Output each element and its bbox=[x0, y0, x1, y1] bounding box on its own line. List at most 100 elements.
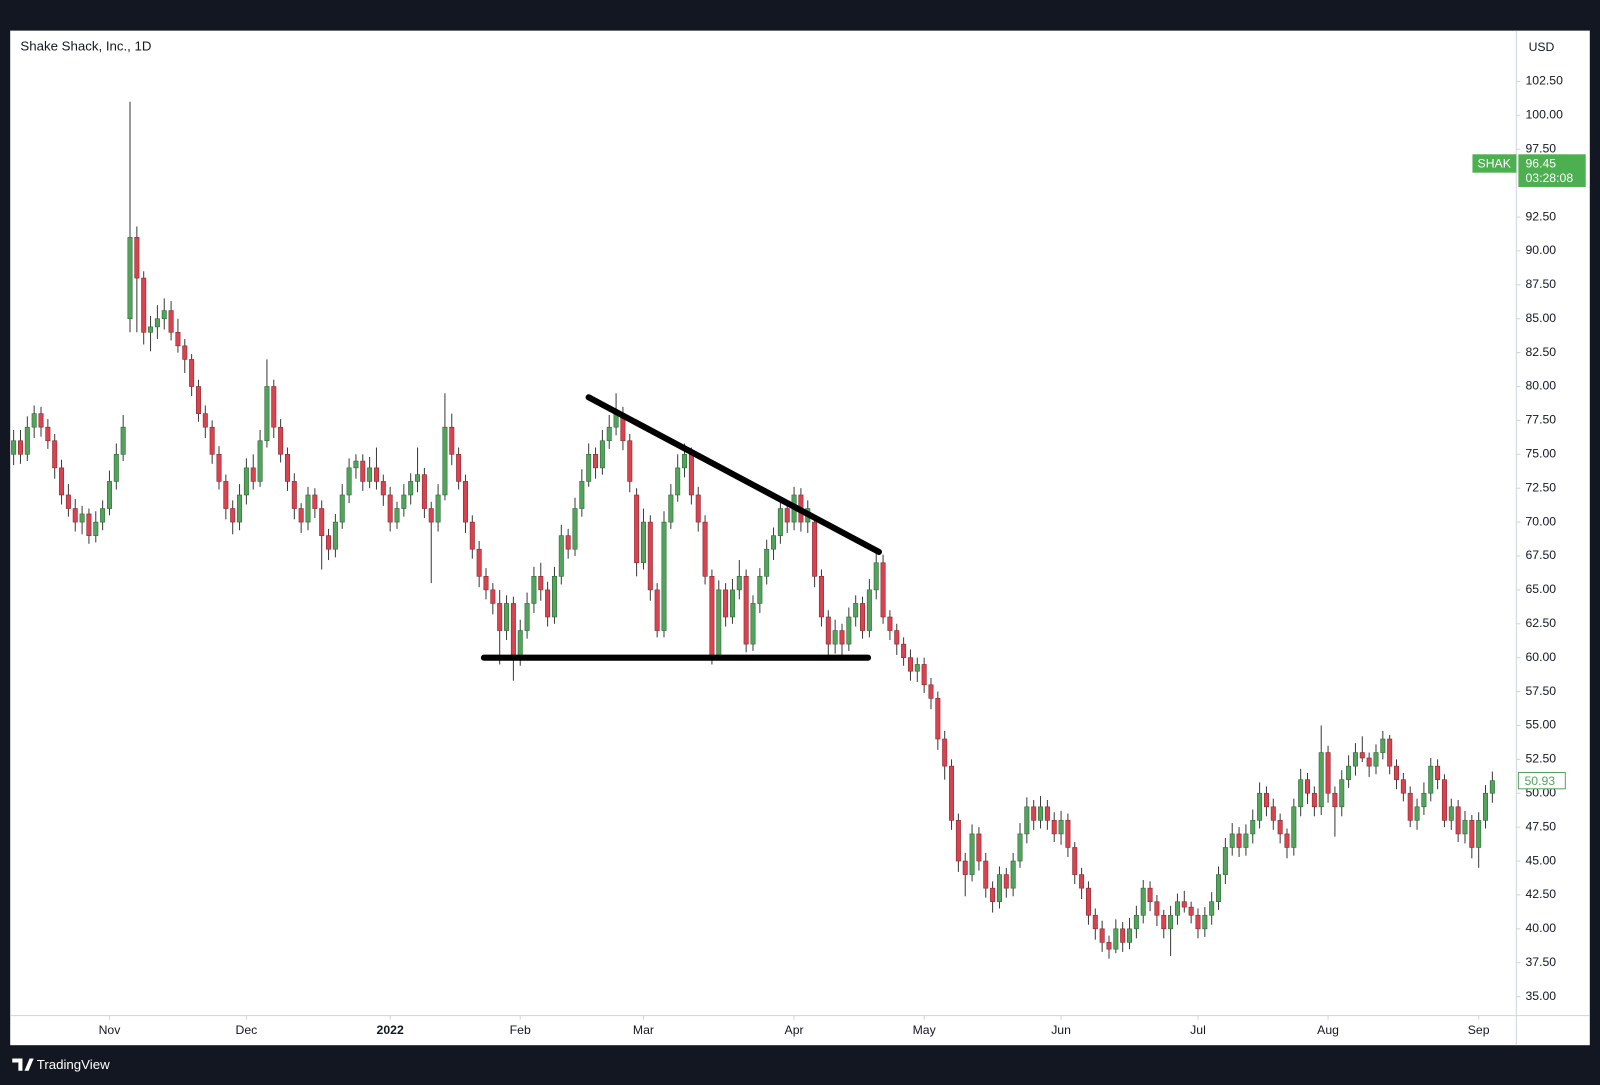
candle-body bbox=[1085, 887, 1091, 916]
x-tick-label: Nov bbox=[99, 1023, 122, 1037]
candle-body bbox=[59, 467, 65, 496]
last-price-box bbox=[1517, 771, 1566, 790]
candle-body bbox=[976, 833, 982, 862]
candle-body bbox=[360, 460, 366, 482]
candle-body bbox=[100, 508, 106, 523]
chart-panel bbox=[10, 30, 1590, 1046]
candle-body bbox=[723, 589, 729, 618]
y-tick-label: 102.50 bbox=[1526, 74, 1564, 88]
candle-body bbox=[154, 318, 160, 328]
candle-body bbox=[1058, 820, 1064, 835]
candle-body bbox=[1366, 757, 1372, 767]
candle-body bbox=[757, 576, 763, 604]
candle-body bbox=[38, 413, 44, 428]
y-tick-label: 52.50 bbox=[1526, 752, 1557, 766]
candle-body bbox=[784, 508, 790, 523]
candle-body bbox=[1441, 779, 1447, 821]
candle-body bbox=[161, 310, 167, 320]
candle-body bbox=[257, 440, 263, 482]
candle-body bbox=[1154, 901, 1160, 916]
symbol-badge bbox=[1472, 154, 1517, 173]
candle-body bbox=[873, 562, 879, 591]
candle-body bbox=[599, 440, 605, 469]
candle-body bbox=[1380, 738, 1386, 753]
candle-body bbox=[202, 413, 208, 428]
candle-body bbox=[593, 453, 599, 469]
candle-body bbox=[894, 630, 900, 645]
candle-body bbox=[935, 698, 941, 740]
candle-body bbox=[1469, 820, 1475, 848]
candle-body bbox=[709, 576, 715, 658]
y-tick-label: 92.50 bbox=[1526, 209, 1557, 223]
candle-body bbox=[914, 664, 920, 672]
candle-body bbox=[120, 426, 126, 455]
y-tick-label: 72.50 bbox=[1526, 480, 1557, 494]
candle-body bbox=[127, 237, 133, 320]
candle-body bbox=[1387, 738, 1393, 767]
candle-body bbox=[1017, 833, 1023, 862]
candle-body bbox=[545, 589, 551, 618]
candle-body bbox=[551, 576, 557, 618]
candle-body bbox=[264, 386, 270, 442]
y-tick-label: 77.50 bbox=[1526, 413, 1557, 427]
candle-body bbox=[1483, 792, 1489, 821]
brand-name: TradingView bbox=[37, 1057, 110, 1072]
candle-body bbox=[312, 494, 318, 509]
candle-body bbox=[1339, 779, 1345, 808]
candle-body bbox=[832, 630, 838, 645]
badge-countdown: 03:28:08 bbox=[1526, 171, 1574, 185]
y-tick-label: 90.00 bbox=[1526, 243, 1557, 257]
candle-body bbox=[93, 521, 99, 536]
candle-body bbox=[291, 481, 297, 509]
candle-body bbox=[510, 603, 516, 658]
candle-body bbox=[401, 494, 407, 509]
candle-body bbox=[586, 453, 592, 482]
candle-body bbox=[332, 521, 338, 550]
candle-body bbox=[531, 576, 537, 604]
candle-body bbox=[271, 386, 277, 428]
y-tick-label: 45.00 bbox=[1526, 853, 1557, 867]
candle-body bbox=[942, 738, 948, 767]
candle-body bbox=[319, 508, 325, 536]
candle-body bbox=[24, 426, 30, 455]
candle-body bbox=[907, 657, 913, 672]
candle-body bbox=[373, 467, 379, 482]
candle-body bbox=[1003, 874, 1009, 889]
candle-body bbox=[1222, 847, 1228, 875]
candle-body bbox=[955, 820, 961, 862]
candle-body bbox=[1181, 901, 1187, 908]
candle-body bbox=[1099, 928, 1105, 943]
candle-body bbox=[1065, 820, 1071, 848]
candle-body bbox=[1051, 820, 1057, 835]
chart-title: Shake Shack, Inc., 1D bbox=[20, 38, 151, 53]
candle-body bbox=[702, 521, 708, 577]
candle-body bbox=[408, 481, 414, 496]
candle-body bbox=[1305, 779, 1311, 794]
candle-body bbox=[640, 521, 646, 564]
candle-body bbox=[1188, 906, 1194, 916]
y-tick-label: 42.50 bbox=[1526, 887, 1557, 901]
candle-body bbox=[627, 440, 633, 482]
y-tick-label: 60.00 bbox=[1526, 650, 1557, 664]
candle-body bbox=[846, 616, 852, 645]
candle-body bbox=[682, 453, 688, 469]
candle-body bbox=[1024, 806, 1030, 835]
y-tick-label: 65.00 bbox=[1526, 582, 1557, 596]
candle-body bbox=[887, 616, 893, 631]
candle-body bbox=[31, 413, 37, 428]
candle-body bbox=[1236, 833, 1242, 848]
candle-body bbox=[86, 513, 92, 536]
candle-body bbox=[1113, 928, 1119, 950]
candle-body bbox=[777, 508, 783, 536]
candle-body bbox=[456, 453, 462, 482]
candle-body bbox=[647, 521, 653, 591]
candle-body bbox=[695, 494, 701, 523]
candle-body bbox=[1216, 874, 1222, 903]
candle-body bbox=[654, 589, 660, 631]
candle-body bbox=[504, 603, 510, 631]
y-tick-label: 87.50 bbox=[1526, 277, 1557, 291]
x-tick-label: Feb bbox=[510, 1023, 531, 1037]
y-tick-label: 55.00 bbox=[1526, 718, 1557, 732]
candle-body bbox=[148, 326, 154, 333]
candle-body bbox=[716, 589, 722, 658]
